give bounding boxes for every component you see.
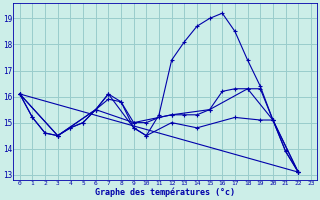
X-axis label: Graphe des températures (°c): Graphe des températures (°c) bbox=[95, 188, 235, 197]
